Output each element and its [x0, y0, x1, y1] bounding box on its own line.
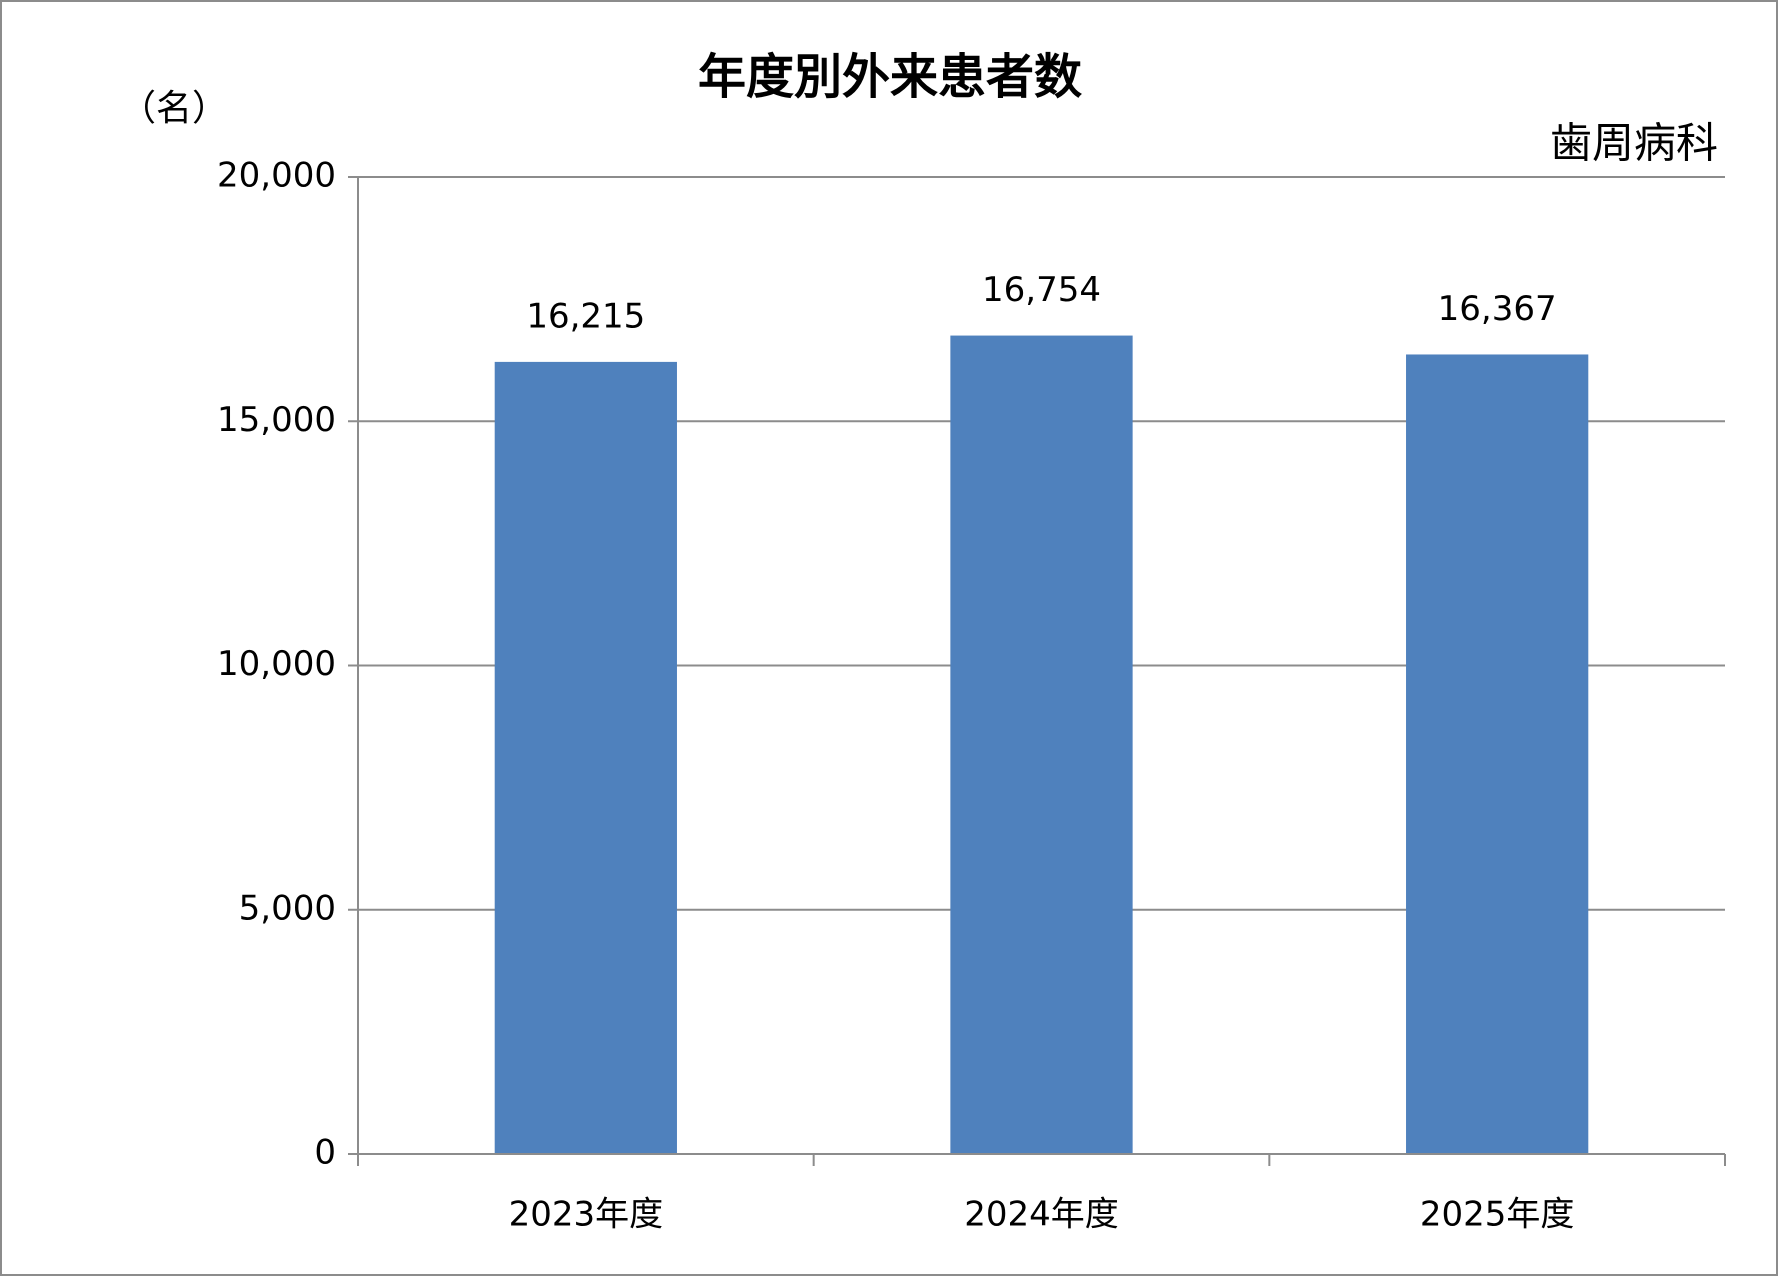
data-label: 16,754: [982, 270, 1101, 310]
chart-title: 年度別外来患者数: [698, 49, 1082, 105]
y-tick-label: 20,000: [217, 156, 336, 196]
y-tick-label: 15,000: [217, 400, 336, 440]
y-tick-label: 10,000: [217, 644, 336, 684]
y-axis-label: （名）: [120, 88, 228, 129]
bar: [950, 335, 1133, 1154]
x-tick-label: 2024年度: [964, 1195, 1119, 1235]
x-tick-label: 2023年度: [509, 1195, 664, 1235]
bar: [494, 361, 677, 1155]
bar: [1406, 354, 1589, 1154]
data-label: 16,215: [526, 296, 645, 336]
data-label: 16,367: [1438, 289, 1557, 329]
y-tick-label: 5,000: [239, 888, 336, 928]
y-tick-label: 0: [314, 1133, 336, 1173]
x-tick-label: 2025年度: [1420, 1195, 1575, 1235]
subtitle: 歯周病科: [1550, 119, 1718, 168]
